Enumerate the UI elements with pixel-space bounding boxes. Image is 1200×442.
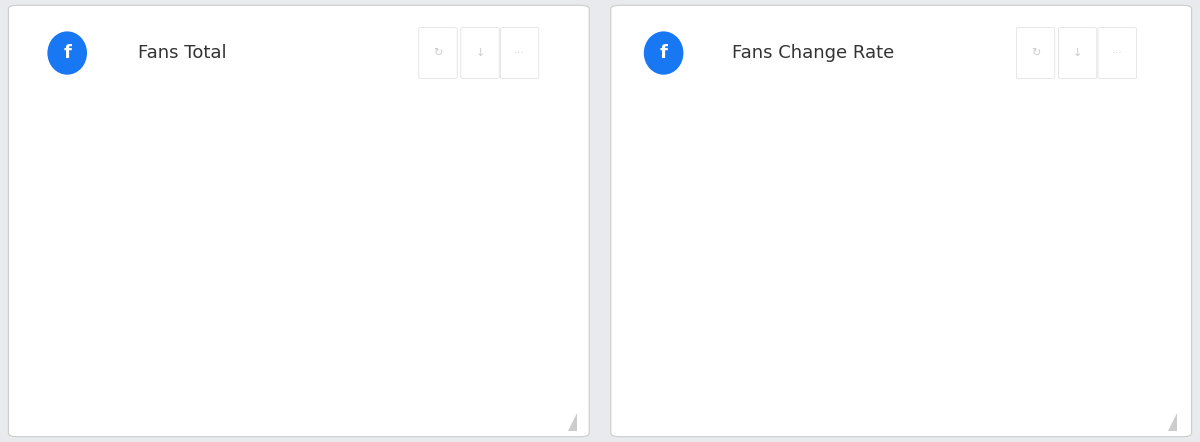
Legend: FC Barcelona, Real Madrid C.F.: FC Barcelona, Real Madrid C.F. <box>184 415 470 438</box>
Text: ···: ··· <box>1111 48 1123 58</box>
Text: f: f <box>660 44 667 62</box>
Text: Fans Change Rate: Fans Change Rate <box>732 44 894 62</box>
Text: ↓: ↓ <box>1073 48 1082 58</box>
Text: ↓: ↓ <box>475 48 485 58</box>
Legend: FC Barcelona, Real Madrid C.F.: FC Barcelona, Real Madrid C.F. <box>772 415 1058 438</box>
Text: ↻: ↻ <box>1031 48 1040 58</box>
Text: Fans Total: Fans Total <box>138 44 227 62</box>
Text: ↻: ↻ <box>433 48 443 58</box>
Text: f: f <box>64 44 71 62</box>
Text: ···: ··· <box>514 48 526 58</box>
